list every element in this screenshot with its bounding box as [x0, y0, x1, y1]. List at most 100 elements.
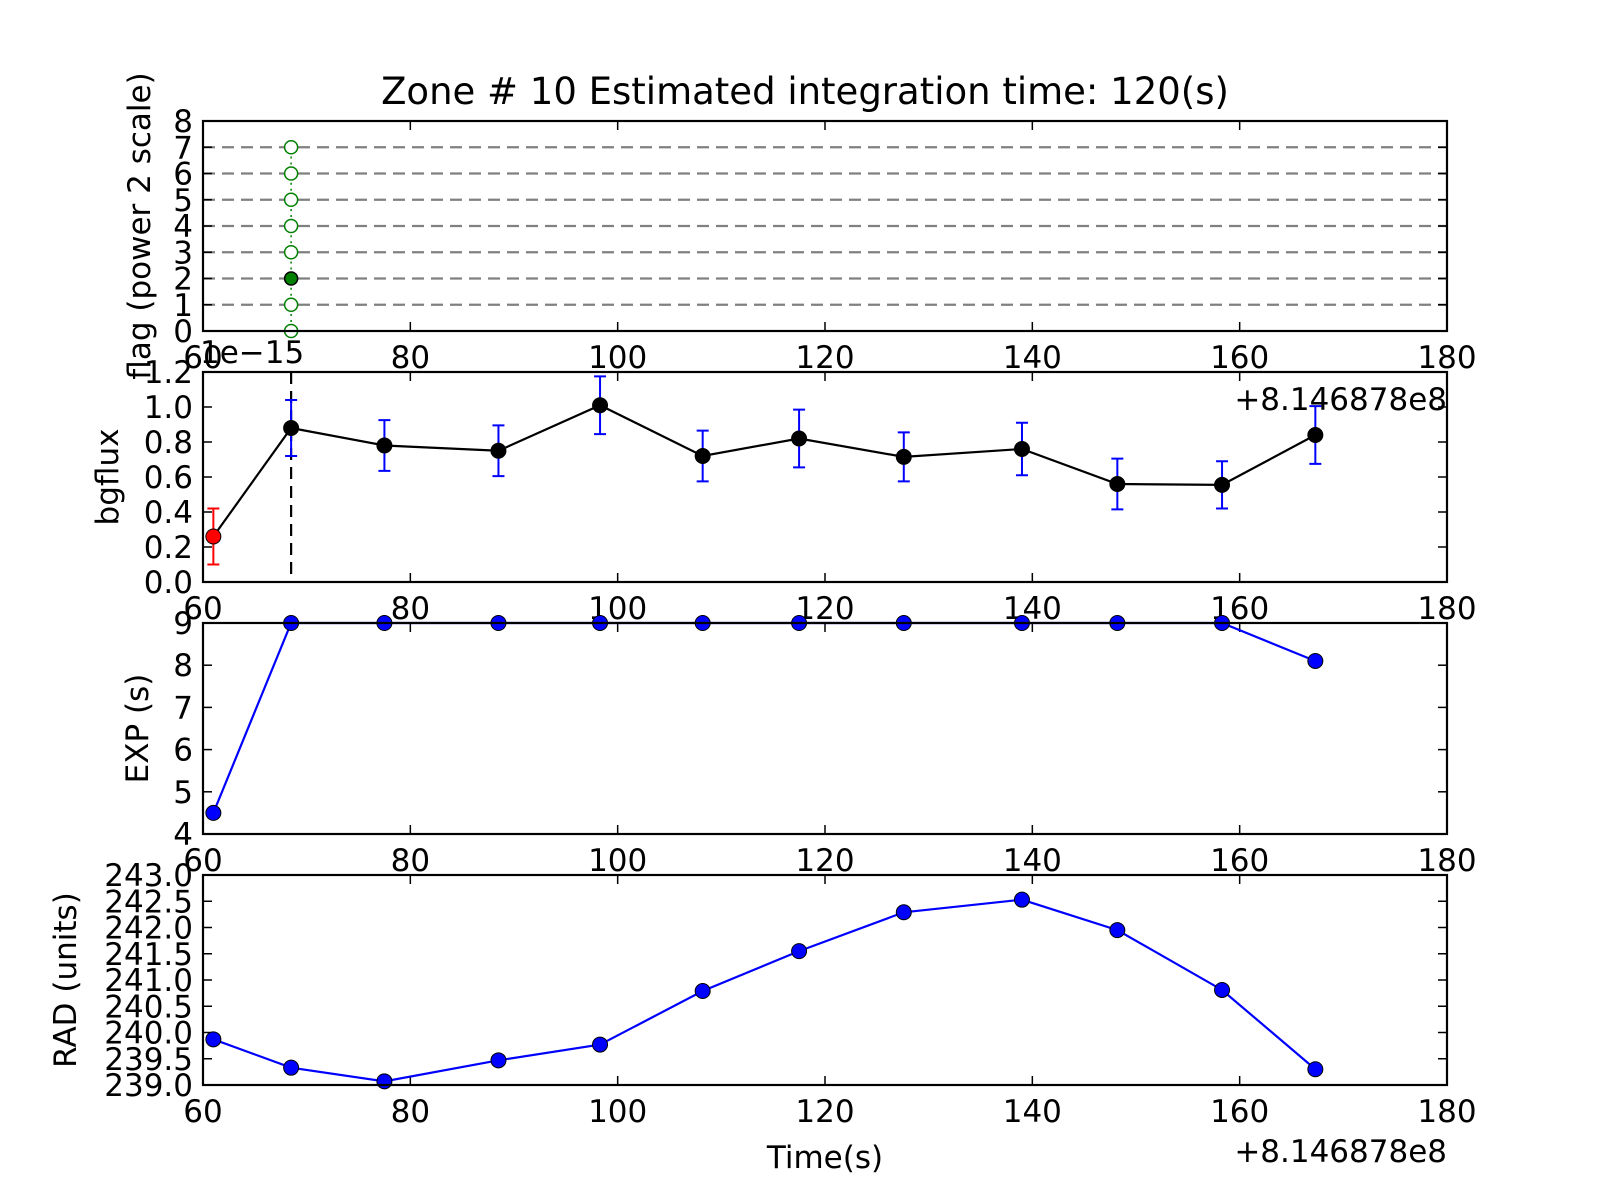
x-tick-label: 60 — [183, 843, 222, 879]
bgflux-point — [895, 448, 912, 465]
x-tick-label: 60 — [183, 591, 222, 627]
y-tick-label: 239.5 — [104, 1042, 193, 1078]
y-tick-label: 240.5 — [104, 989, 193, 1025]
rad-point — [895, 904, 912, 921]
flag-point — [283, 297, 299, 312]
flag-point — [283, 192, 299, 207]
y-axis-label: flag (power 2 scale) — [122, 72, 158, 379]
x-tick-label: 160 — [1210, 340, 1269, 376]
x-tick-label: 60 — [183, 1094, 222, 1130]
x-tick-label: 140 — [1003, 1094, 1062, 1130]
y-tick-label: 242.5 — [104, 884, 193, 920]
x-tick-label: 180 — [1417, 340, 1476, 376]
y-tick-label: 8 — [173, 104, 193, 140]
bgflux-point — [1307, 427, 1324, 443]
y-tick-label: 4 — [173, 209, 193, 245]
offset-label: 1e−15 — [200, 335, 304, 371]
bgflux-point — [1214, 476, 1231, 493]
x-tick-label: 80 — [391, 591, 430, 627]
y-tick-label: 239.0 — [104, 1068, 193, 1104]
figure-title: Zone # 10 Estimated integration time: 12… — [381, 70, 1229, 113]
bgflux-point — [283, 420, 300, 436]
bgflux-point — [205, 528, 222, 545]
y-tick-label: 242.0 — [104, 911, 193, 947]
y-tick-label: 0.4 — [144, 495, 193, 531]
rad-point — [1307, 1061, 1324, 1078]
flag-point — [283, 245, 299, 260]
x-tick-label: 120 — [795, 1094, 854, 1130]
flag-point — [283, 140, 299, 155]
x-tick-label: 100 — [588, 340, 647, 376]
y-tick-label: 8 — [173, 648, 193, 684]
y-tick-label: 7 — [173, 690, 193, 726]
x-tick-label: 100 — [588, 843, 647, 879]
x-tick-label: 160 — [1210, 1094, 1269, 1130]
flag-point — [283, 166, 299, 181]
x-tick-label: 120 — [795, 843, 854, 879]
axes-frame — [201, 873, 1449, 1087]
rad-point — [1214, 981, 1231, 998]
y-tick-label: 1.0 — [144, 390, 193, 426]
axes-frame — [201, 370, 1449, 584]
y-tick-label: 9 — [173, 606, 193, 642]
offset-label: +8.146878e8 — [1234, 382, 1447, 418]
rad-point — [694, 983, 711, 1000]
y-tick-label: 0.2 — [144, 530, 193, 566]
bgflux-point — [1013, 441, 1030, 457]
y-axis-label: bgflux — [90, 429, 126, 526]
y-tick-label: 1.2 — [144, 355, 193, 391]
x-tick-label: 60 — [183, 340, 222, 376]
x-tick-label: 80 — [391, 340, 430, 376]
x-tick-label: 140 — [1003, 843, 1062, 879]
axes-frame — [201, 119, 1449, 333]
y-tick-label: 241.5 — [104, 937, 193, 973]
y-tick-label: 5 — [173, 775, 193, 811]
x-axis-label: Time(s) — [766, 1140, 883, 1176]
x-tick-label: 180 — [1417, 1094, 1476, 1130]
x-tick-label: 180 — [1417, 843, 1476, 879]
y-tick-label: 243.0 — [104, 858, 193, 894]
rad-line — [212, 898, 1317, 1083]
rad-point — [791, 943, 808, 960]
x-tick-label: 140 — [1003, 591, 1062, 627]
exp-point — [1307, 652, 1324, 669]
y-tick-label: 0.6 — [144, 460, 193, 496]
y-tick-label: 0.8 — [144, 425, 193, 461]
panel-rad: 60 80 100 120 140 160 180239.0239.5240.0240.52… — [48, 858, 1477, 1176]
axes-frame — [201, 621, 1449, 836]
rad-point — [592, 1036, 609, 1053]
flag-point — [283, 218, 299, 234]
x-tick-label: 100 — [588, 1094, 647, 1130]
exp-point — [205, 804, 222, 821]
y-tick-label: 6 — [173, 157, 193, 193]
y-tick-label: 0 — [173, 314, 193, 350]
x-tick-label: 140 — [1003, 340, 1062, 376]
rad-point — [205, 1031, 222, 1048]
y-tick-label: 241.0 — [104, 963, 193, 999]
x-tick-label: 160 — [1210, 843, 1269, 879]
y-axis-label: RAD (units) — [48, 892, 84, 1068]
bgflux-point — [694, 448, 711, 464]
rad-point — [490, 1052, 507, 1069]
x-tick-label: 120 — [795, 340, 854, 376]
x-tick-label: 180 — [1417, 591, 1476, 627]
panel-exp: 60 80 100 120 140 160 180 4 5 6 7 8 9 EXP (s) — [120, 606, 1477, 879]
y-tick-label: 240.0 — [104, 1016, 193, 1052]
offset-label: +8.146878e8 — [1234, 1134, 1447, 1170]
y-tick-label: 4 — [173, 817, 193, 853]
bgflux-point — [1109, 476, 1126, 492]
x-tick-label: 80 — [391, 1094, 430, 1130]
y-tick-label: 7 — [173, 130, 193, 166]
rad-point — [376, 1073, 393, 1090]
rad-point — [1109, 922, 1126, 939]
y-tick-label: 3 — [173, 235, 193, 271]
bgflux-point — [592, 397, 609, 414]
y-tick-label: 0.0 — [144, 565, 193, 601]
flag-point — [283, 271, 299, 286]
bgflux-line — [212, 404, 1316, 538]
bgflux-point — [490, 442, 507, 459]
y-axis-label: EXP (s) — [120, 674, 156, 784]
